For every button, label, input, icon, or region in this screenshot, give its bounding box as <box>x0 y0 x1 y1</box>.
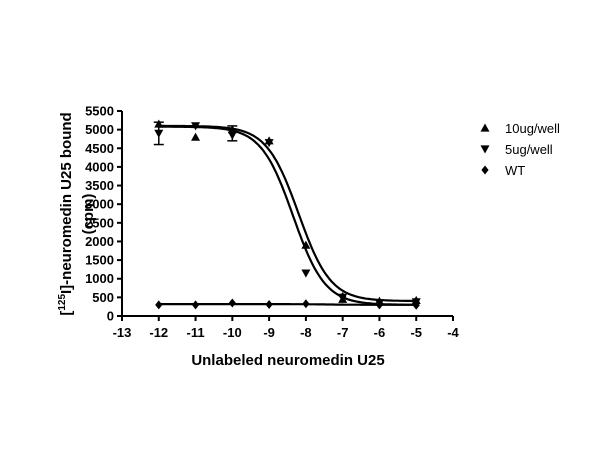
data-point-5ug/well <box>301 269 311 278</box>
y-axis-title-superscript: 125 <box>57 294 68 311</box>
fit-curve-10ug/well <box>158 124 415 303</box>
x-tick-label: -10 <box>223 325 242 340</box>
fit-curve-WT <box>158 303 415 306</box>
data-point-5ug/well <box>191 122 201 131</box>
x-tick-label: -7 <box>337 325 349 340</box>
data-point-WT <box>191 300 200 310</box>
y-tick-label: 5000 <box>85 122 114 137</box>
x-tick-label: -13 <box>113 325 132 340</box>
fit-curves <box>158 124 415 306</box>
fit-curve-5ug/well <box>158 125 415 306</box>
x-tick-label: -8 <box>300 325 312 340</box>
data-point-10ug/well <box>301 240 311 249</box>
y-tick-label: 3000 <box>85 197 114 212</box>
legend: 10ug/well 5ug/well WT <box>480 121 560 178</box>
data-point-10ug/well <box>154 119 164 128</box>
data-point-WT <box>302 299 310 309</box>
y-tick-label: 2000 <box>85 234 114 249</box>
y-tick-label: 1500 <box>85 253 114 268</box>
data-point-5ug/well <box>154 129 164 138</box>
data-point-WT <box>155 300 163 310</box>
legend-marker-10ug/well <box>480 123 490 132</box>
data-point-10ug/well <box>191 132 201 141</box>
data-point-WT <box>228 298 236 308</box>
data-points <box>154 119 421 310</box>
legend-marker-5ug/well <box>480 145 490 154</box>
y-tick-label: 2500 <box>85 215 114 230</box>
legend-marker-WT <box>481 165 489 175</box>
y-tick-label: 0 <box>107 309 114 324</box>
y-axis-title: [125I]-neuromedin U25 bound <box>57 112 75 315</box>
data-point-WT <box>339 292 347 302</box>
x-tick-label: -4 <box>447 325 459 340</box>
legend-label: WT <box>505 163 525 178</box>
y-tick-label: 3500 <box>85 178 114 193</box>
axes: -13 -12 -11 -10 -9 -8 -7 -6 -5 -4 0 500 1000 1500 2000… <box>85 104 459 341</box>
y-tick-label: 4000 <box>85 159 114 174</box>
data-point-WT <box>412 300 420 310</box>
y-axis-unit: (cpm) <box>80 194 97 235</box>
x-tick-label: -5 <box>410 325 422 340</box>
y-axis-title-bracket: [ <box>58 311 75 316</box>
data-point-WT <box>375 300 384 310</box>
y-tick-label: 4500 <box>85 141 114 156</box>
x-tick-label: -9 <box>263 325 275 340</box>
data-point-5ug/well <box>227 131 237 140</box>
data-point-5ug/well <box>264 139 274 148</box>
x-tick-label: -12 <box>149 325 168 340</box>
legend-label: 5ug/well <box>505 142 553 157</box>
y-axis-title-main: I]-neuromedin U25 bound <box>58 112 75 294</box>
data-point-10ug/well <box>227 125 237 134</box>
y-tick-label: 1000 <box>85 271 114 286</box>
x-tick-label: -6 <box>374 325 386 340</box>
x-tick-label: -11 <box>187 325 205 340</box>
legend-label: 10ug/well <box>505 121 560 136</box>
y-tick-label: 500 <box>92 290 114 305</box>
x-axis-title: Unlabeled neuromedin U25 <box>191 352 384 369</box>
data-point-WT <box>265 299 273 309</box>
y-tick-label: 5500 <box>85 104 114 119</box>
